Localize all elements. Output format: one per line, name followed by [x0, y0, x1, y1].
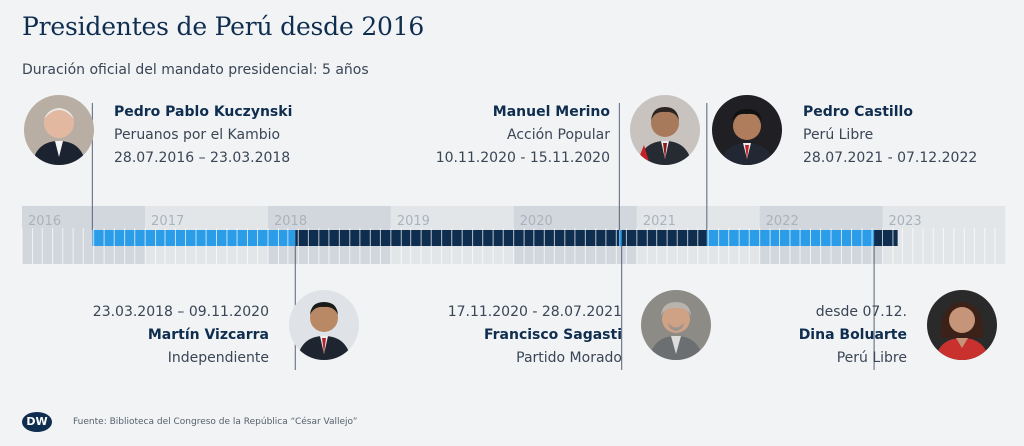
avatar-boluarte — [927, 290, 997, 360]
avatar-kuczynski — [24, 95, 94, 165]
president-party: Perú Libre — [836, 350, 907, 366]
president-party: Acción Popular — [507, 127, 610, 143]
president-dates: desde 07.12. — [815, 304, 907, 320]
avatar-vizcarra — [289, 290, 359, 360]
year-tick-labels: 2016 2017 2018 2019 2020 2021 2022 2023 — [28, 214, 922, 229]
president-name: Pedro Pablo Kuczynski — [114, 104, 293, 120]
president-party: Independiente — [167, 350, 269, 366]
president-label-sagasti: 17.11.2020 - 28.07.2021 Francisco Sagast… — [448, 301, 622, 370]
chart-title: Presidentes de Perú desde 2016 — [22, 12, 425, 41]
year-tick-label: 2023 — [889, 214, 922, 229]
president-dates: 28.07.2021 - 07.12.2022 — [803, 150, 978, 166]
year-tick-label: 2021 — [643, 214, 676, 229]
term-segment — [874, 230, 898, 246]
dw-logo: DW — [22, 412, 52, 432]
president-party: Perú Libre — [803, 127, 874, 143]
year-tick-label: 2017 — [151, 214, 184, 229]
term-segment — [621, 230, 707, 246]
president-party: Partido Morado — [516, 350, 622, 366]
term-segments — [92, 230, 898, 246]
president-party: Peruanos por el Kambio — [114, 127, 281, 143]
term-segment — [619, 230, 623, 246]
year-tick-label: 2020 — [520, 214, 553, 229]
president-dates: 23.03.2018 – 09.11.2020 — [92, 304, 269, 320]
year-tick-label: 2022 — [766, 214, 799, 229]
president-name: Martín Vizcarra — [147, 327, 269, 343]
avatar-sagasti — [641, 290, 711, 360]
president-label-boluarte: desde 07.12. Dina Boluarte Perú Libre — [799, 301, 907, 370]
president-label-castillo: Pedro Castillo Perú Libre 28.07.2021 - 0… — [803, 101, 977, 170]
term-segment — [706, 230, 875, 246]
president-dates: 17.11.2020 - 28.07.2021 — [447, 304, 622, 320]
president-label-vizcarra: 23.03.2018 – 09.11.2020 Martín Vizcarra … — [93, 301, 269, 370]
year-tick-label: 2019 — [397, 214, 430, 229]
term-segment — [92, 230, 296, 246]
month-ticks — [21, 228, 996, 264]
term-segment — [295, 230, 620, 246]
avatar-castillo — [712, 95, 782, 165]
avatar-merino — [630, 95, 700, 165]
president-dates: 10.11.2020 - 15.11.2020 — [435, 150, 610, 166]
year-tick-label: 2016 — [28, 214, 61, 229]
year-tick-label: 2018 — [274, 214, 307, 229]
source-note: Fuente: Biblioteca del Congreso de la Re… — [73, 417, 358, 427]
president-label-kuczynski: Pedro Pablo Kuczynski Peruanos por el Ka… — [114, 101, 292, 170]
president-name: Francisco Sagasti — [483, 327, 622, 343]
president-name: Manuel Merino — [492, 104, 610, 120]
president-label-merino: Manuel Merino Acción Popular 10.11.2020 … — [436, 101, 610, 170]
president-dates: 28.07.2016 – 23.03.2018 — [114, 150, 291, 166]
president-name: Pedro Castillo — [803, 104, 913, 120]
president-name: Dina Boluarte — [798, 327, 907, 343]
chart-subtitle: Duración oficial del mandato presidencia… — [22, 62, 369, 78]
